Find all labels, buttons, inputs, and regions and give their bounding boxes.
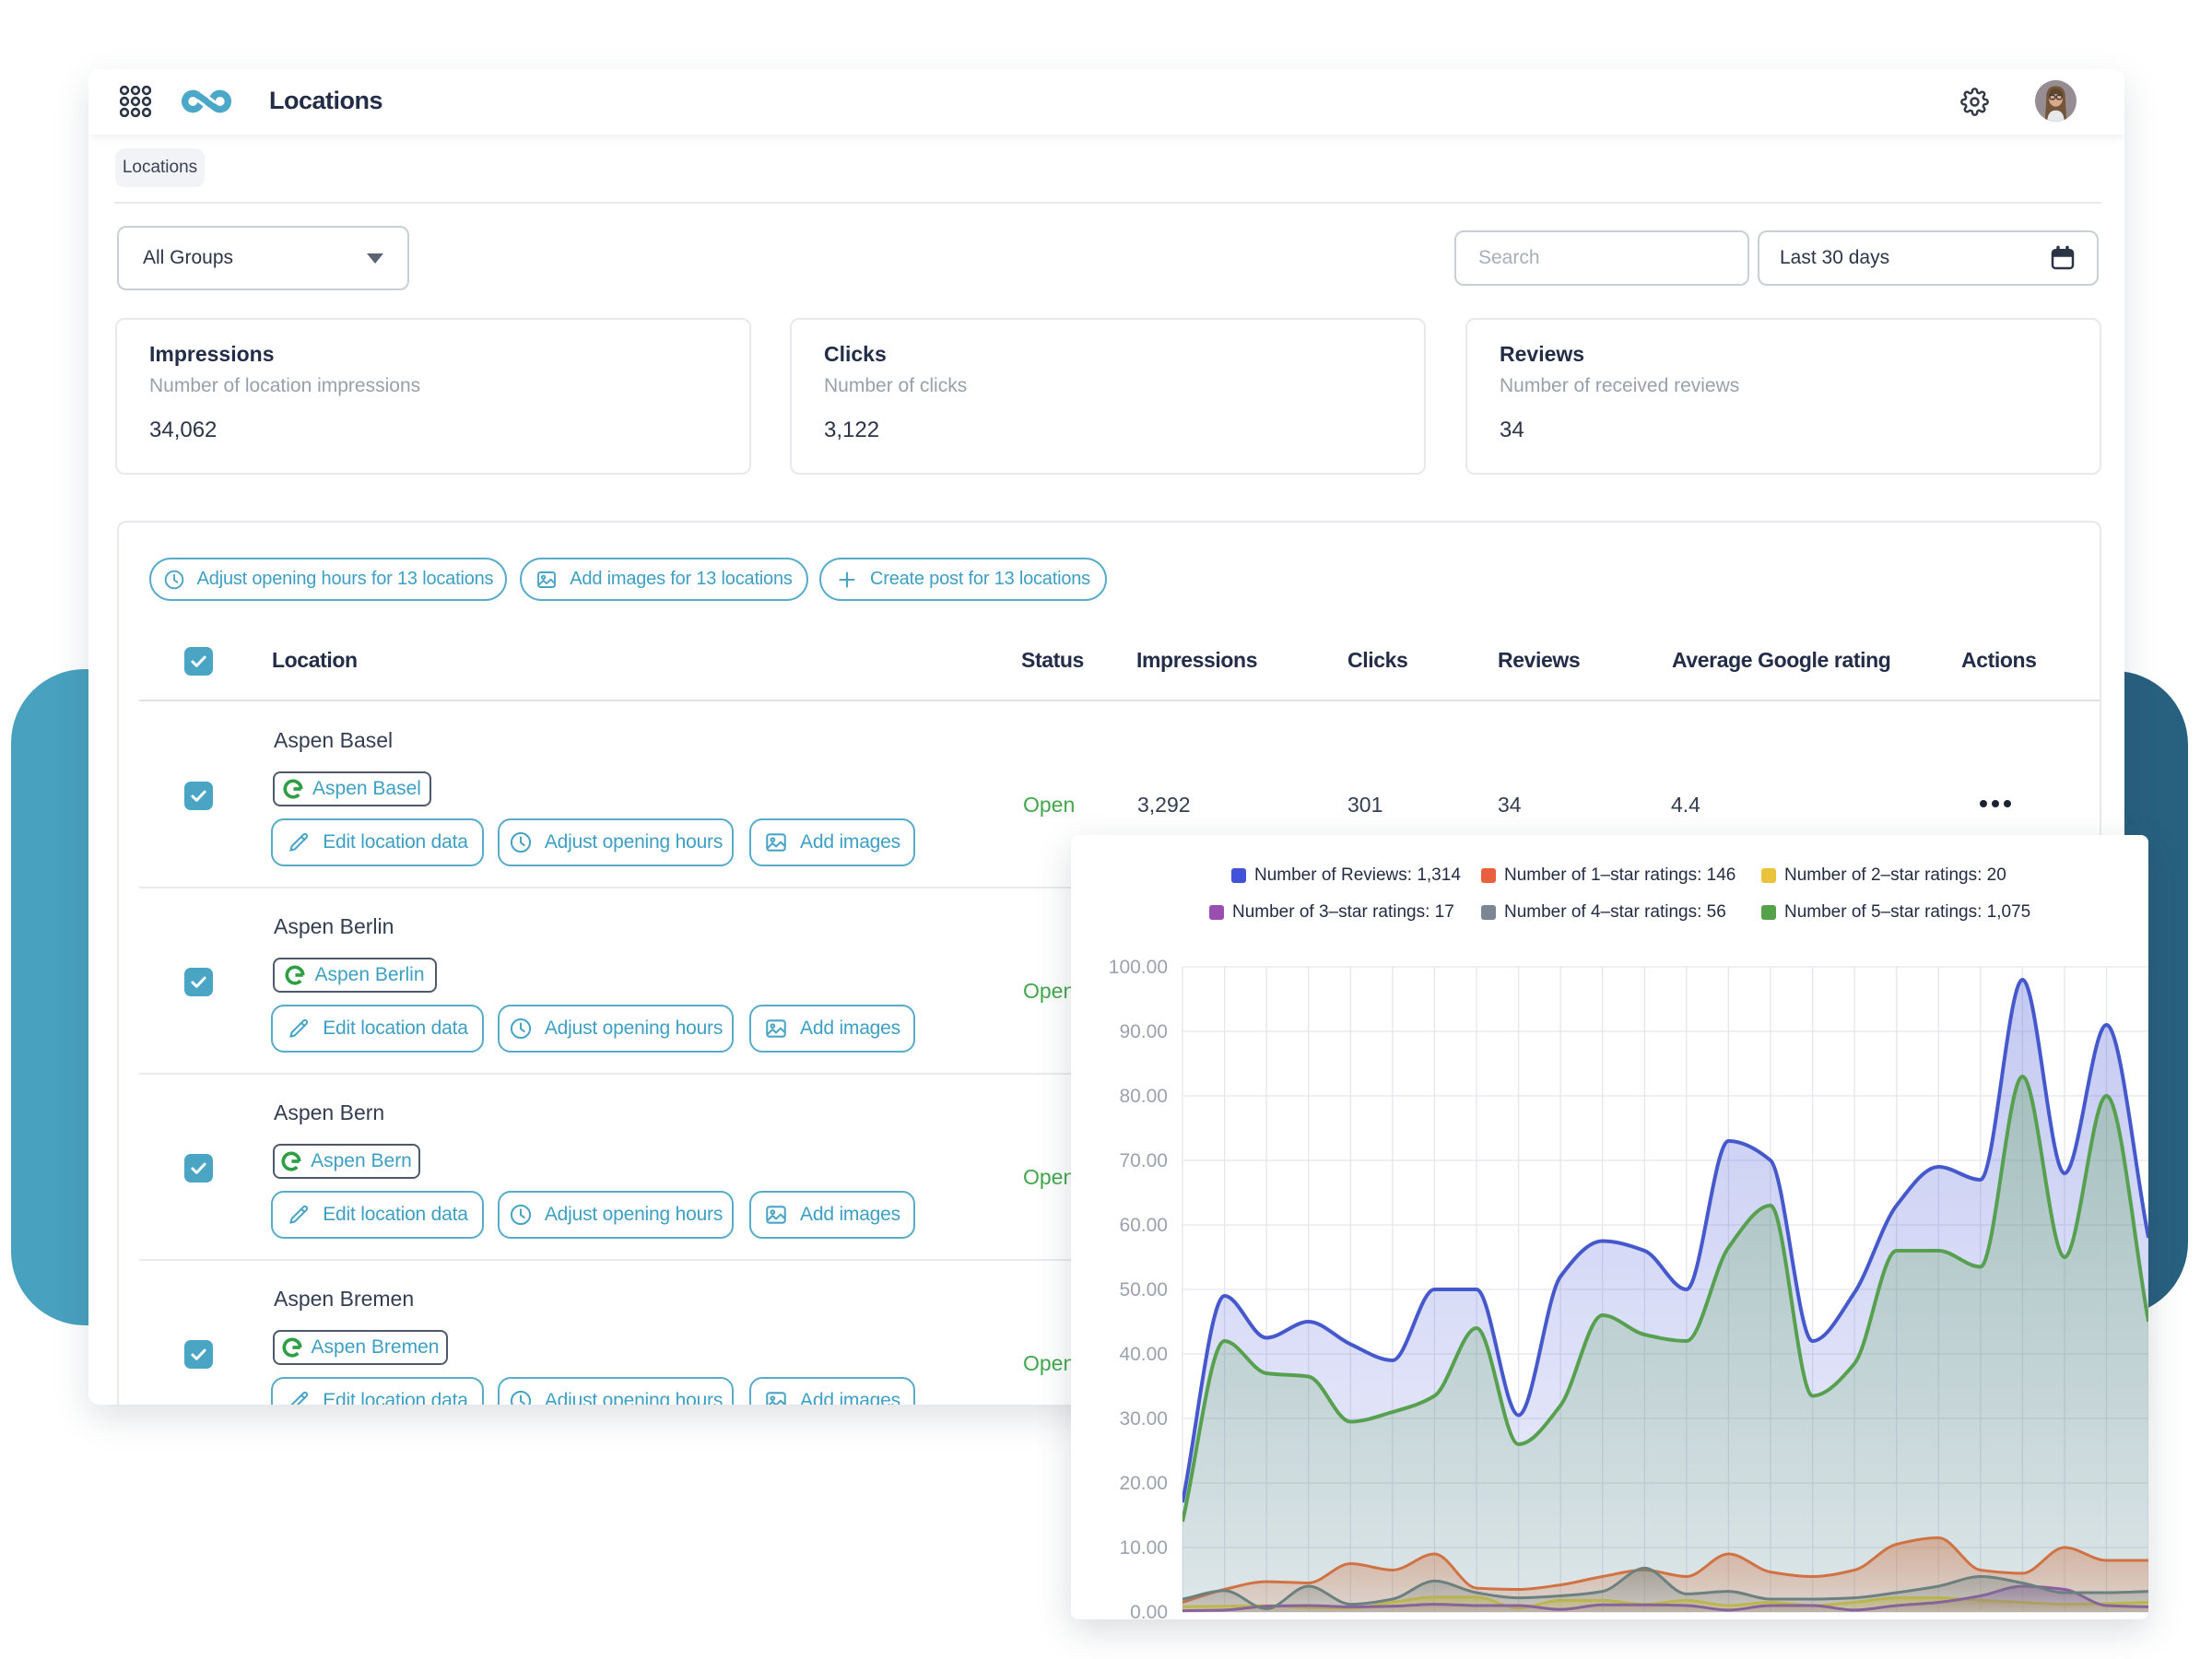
svg-text:10.00: 10.00 [1119,1537,1168,1559]
svg-text:30.00: 30.00 [1119,1408,1168,1430]
svg-text:90.00: 90.00 [1119,1021,1168,1042]
svg-text:100.00: 100.00 [1109,957,1168,978]
svg-text:20.00: 20.00 [1119,1473,1168,1494]
svg-text:60.00: 60.00 [1119,1215,1168,1236]
svg-text:50.00: 50.00 [1119,1279,1168,1300]
svg-text:80.00: 80.00 [1119,1086,1168,1107]
svg-text:0.00: 0.00 [1130,1602,1168,1619]
svg-text:70.00: 70.00 [1119,1150,1168,1171]
svg-text:40.00: 40.00 [1119,1344,1168,1365]
